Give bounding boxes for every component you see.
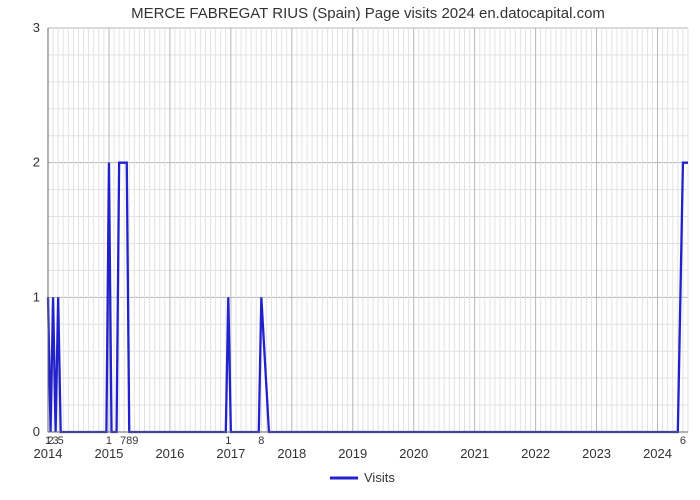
svg-text:6: 6	[680, 435, 686, 447]
svg-text:789: 789	[120, 435, 138, 447]
svg-text:2: 2	[33, 155, 40, 170]
y-axis: 0 1 2 3	[33, 20, 40, 439]
svg-text:5: 5	[58, 435, 64, 447]
svg-text:1: 1	[106, 435, 112, 447]
chart-title: MERCE FABREGAT RIUS (Spain) Page visits …	[131, 5, 605, 22]
svg-text:2021: 2021	[460, 446, 489, 461]
svg-text:2018: 2018	[277, 446, 306, 461]
svg-text:2019: 2019	[338, 446, 367, 461]
svg-text:0: 0	[33, 424, 40, 439]
svg-text:3: 3	[33, 20, 40, 35]
svg-text:1: 1	[225, 435, 231, 447]
svg-text:8: 8	[258, 435, 264, 447]
svg-text:2017: 2017	[216, 446, 245, 461]
svg-text:2015: 2015	[94, 446, 123, 461]
grid	[48, 28, 688, 432]
svg-text:2023: 2023	[582, 446, 611, 461]
svg-text:2022: 2022	[521, 446, 550, 461]
legend: Visits	[330, 470, 395, 485]
svg-text:2020: 2020	[399, 446, 428, 461]
x-axis: 2014 2015 2016 2017 2018 2019 2020 2021 2022 2023…	[34, 446, 672, 461]
visits-line-chart: MERCE FABREGAT RIUS (Spain) Page visits …	[0, 0, 700, 500]
svg-text:2024: 2024	[643, 446, 672, 461]
svg-text:2016: 2016	[155, 446, 184, 461]
svg-text:1: 1	[33, 289, 40, 304]
legend-label: Visits	[364, 470, 395, 485]
svg-text:2014: 2014	[34, 446, 63, 461]
